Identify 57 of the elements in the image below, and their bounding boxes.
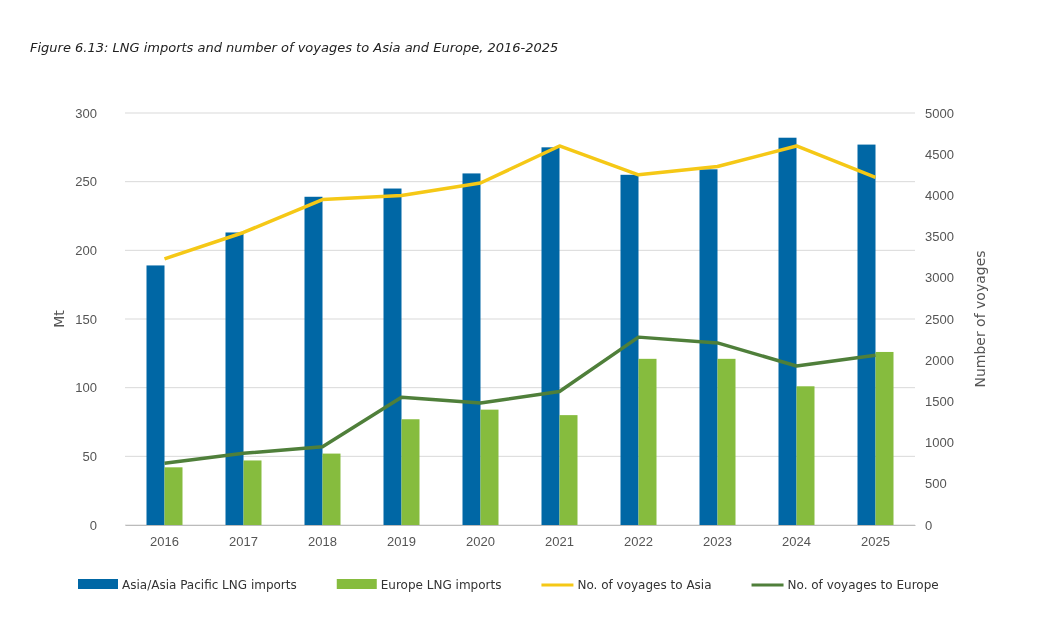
y2-axis-title: Number of voyages bbox=[972, 250, 988, 388]
x-tick-label: 2022 bbox=[624, 534, 653, 550]
bar bbox=[304, 196, 323, 525]
y-tick-label: 0 bbox=[89, 517, 97, 533]
bar bbox=[225, 232, 244, 525]
bar bbox=[383, 188, 402, 525]
y2-tick-label: 4000 bbox=[925, 188, 954, 204]
y-tick-label: 250 bbox=[75, 174, 97, 190]
y2-tick-label: 3000 bbox=[925, 270, 954, 286]
bar bbox=[480, 409, 499, 525]
legend-label: Europe LNG imports bbox=[380, 578, 502, 592]
x-tick-label: 2021 bbox=[545, 534, 574, 550]
y-tick-label: 300 bbox=[75, 105, 97, 121]
y2-tick-label: 2500 bbox=[925, 311, 954, 327]
x-tick-label: 2019 bbox=[387, 534, 416, 550]
bar bbox=[620, 174, 639, 525]
legend-label: No. of voyages to Asia bbox=[577, 578, 712, 592]
bar bbox=[875, 351, 894, 525]
bar bbox=[164, 467, 183, 525]
y-axis-title: Mt bbox=[51, 309, 67, 328]
bar bbox=[857, 144, 876, 525]
chart-title: Figure 6.13: LNG imports and number of voyages to Asia and Europe, 2016-2025 bbox=[30, 40, 559, 55]
bar bbox=[541, 147, 560, 525]
legend-label: No. of voyages to Europe bbox=[787, 578, 939, 592]
y2-tick-label: 0 bbox=[925, 517, 933, 533]
y2-tick-label: 1000 bbox=[925, 435, 954, 451]
x-tick-label: 2025 bbox=[861, 534, 890, 550]
bar bbox=[243, 460, 262, 525]
bar bbox=[559, 415, 578, 525]
bar bbox=[146, 265, 165, 525]
bar bbox=[401, 419, 420, 525]
legend-label: Asia/Asia Pacific LNG imports bbox=[122, 578, 297, 592]
x-tick-label: 2018 bbox=[308, 534, 337, 550]
x-tick-label: 2023 bbox=[703, 534, 732, 550]
line-series bbox=[162, 335, 878, 465]
x-tick-label: 2017 bbox=[229, 534, 258, 550]
bar bbox=[778, 137, 797, 525]
y2-tick-label: 2000 bbox=[925, 352, 954, 368]
y2-tick-label: 500 bbox=[925, 476, 947, 492]
bar bbox=[699, 169, 718, 525]
bar bbox=[796, 386, 815, 525]
y-tick-label: 150 bbox=[75, 311, 97, 327]
bar bbox=[462, 173, 481, 525]
y2-tick-label: 5000 bbox=[925, 105, 954, 121]
y2-tick-label: 3500 bbox=[925, 229, 954, 245]
y2-tick-label: 1500 bbox=[925, 394, 954, 410]
x-tick-label: 2024 bbox=[782, 534, 811, 550]
x-tick-label: 2020 bbox=[466, 534, 495, 550]
y-tick-label: 200 bbox=[75, 242, 97, 258]
y-tick-label: 50 bbox=[82, 448, 97, 464]
bar bbox=[717, 358, 736, 525]
bar bbox=[638, 358, 657, 525]
bar bbox=[322, 453, 341, 525]
y-tick-label: 100 bbox=[75, 380, 97, 396]
y2-tick-label: 4500 bbox=[925, 146, 954, 162]
line-series bbox=[162, 144, 878, 261]
x-tick-label: 2016 bbox=[150, 534, 179, 550]
